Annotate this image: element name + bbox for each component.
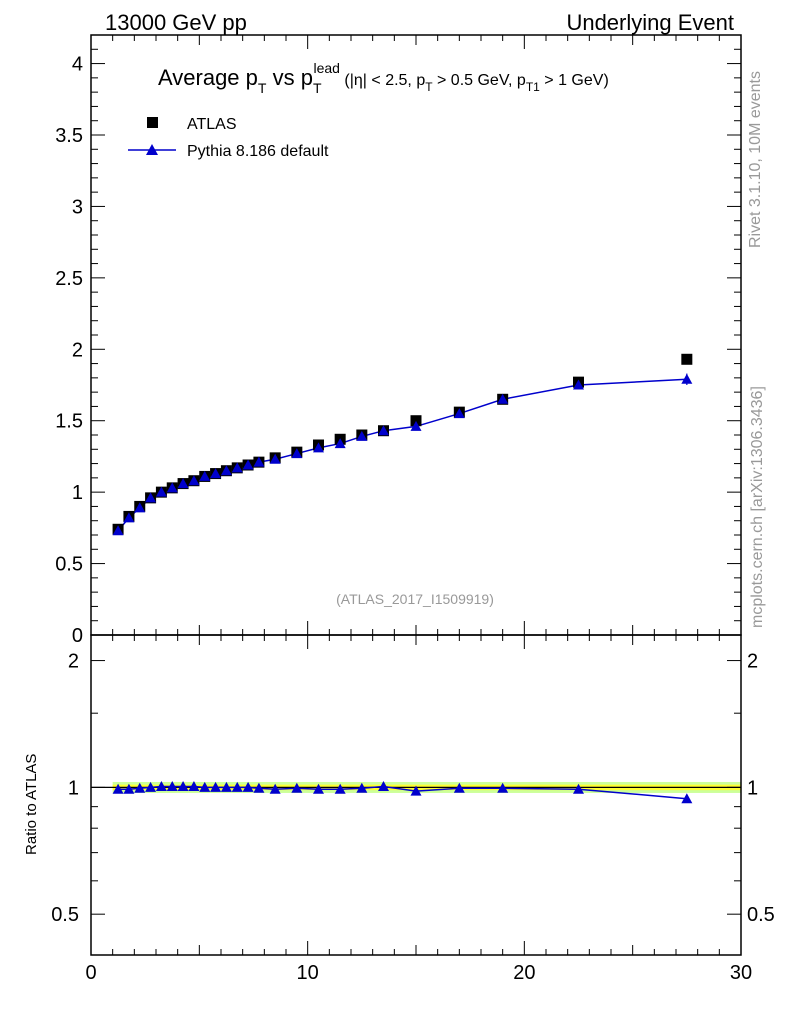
ratio-plot-frame	[90, 634, 742, 956]
pythia-point	[210, 468, 222, 479]
pythia-point	[313, 442, 324, 453]
y-tick-label: 4	[72, 54, 83, 76]
y-tick-label: 2	[72, 339, 83, 361]
ratio-point	[334, 783, 346, 794]
ratio-tick-label-right: 0.5	[747, 904, 775, 926]
legend-label-pythia: Pythia 8.186 default	[187, 143, 329, 160]
pythia-point	[177, 478, 189, 489]
data-marks	[112, 353, 693, 804]
x-tick-label: 20	[513, 962, 535, 984]
pythia-point	[155, 486, 167, 497]
plot-title: Average pT vs pTlead (|η| < 2.5, pT > 0.…	[158, 60, 609, 96]
axes-ticks	[90, 34, 742, 956]
ratio-point	[410, 785, 422, 796]
pythia-line	[117, 378, 687, 532]
ratio-point	[453, 782, 465, 793]
y-tick-label: 1.5	[55, 411, 83, 433]
pythia-point	[410, 420, 422, 431]
legend-label-atlas: ATLAS	[187, 116, 237, 133]
analysis-watermark: (ATLAS_2017_I1509919)	[336, 591, 494, 607]
pythia-point	[291, 448, 303, 459]
ratio-point	[112, 783, 124, 794]
atlas-point	[681, 353, 693, 365]
ratio-point	[356, 782, 368, 793]
ratio-point	[134, 782, 146, 793]
ratio-point	[253, 782, 265, 793]
pythia-point	[123, 512, 135, 523]
ratio-point	[269, 783, 281, 794]
ratio-tick-label-left: 2	[68, 651, 79, 673]
ratio-point	[573, 783, 584, 794]
ratio-point	[145, 781, 157, 792]
pythia-point	[134, 502, 146, 513]
ratio-point	[155, 780, 167, 791]
y-tick-label: 2.5	[55, 268, 83, 290]
ratio-point	[231, 781, 243, 792]
ratio-point	[291, 782, 303, 793]
ratio-point	[166, 780, 178, 791]
pythia-point	[334, 438, 346, 449]
rivet-label: Rivet 3.1.10, 10M events	[747, 71, 764, 248]
y-tick-label: 3	[72, 196, 83, 218]
ratio-point	[220, 781, 232, 792]
atlas-point	[410, 415, 422, 427]
ratio-point	[177, 780, 189, 791]
pythia-point	[199, 470, 211, 481]
x-tick-label: 0	[85, 962, 96, 984]
ratio-point	[210, 781, 222, 792]
pythia-point	[573, 379, 584, 390]
ratio-point	[199, 781, 211, 792]
ratio-point	[123, 783, 135, 794]
tick-labels: 0 10 20 30 0 0.5 1 1.5 2 2.5 3 3.5 4 0.5 0.5 1 1 2 2	[51, 54, 775, 984]
pythia-point	[145, 492, 157, 503]
pythia-point	[497, 393, 509, 404]
ratio-point	[188, 780, 200, 791]
y-tick-label: 0.5	[55, 554, 83, 576]
pythia-point	[253, 456, 265, 467]
legend-marker-pythia	[146, 144, 158, 155]
x-tick-label: 30	[730, 962, 752, 984]
legend-marker-atlas	[147, 117, 158, 128]
ratio-tick-label-right: 1	[747, 777, 758, 799]
ratio-point	[378, 780, 389, 791]
pythia-point	[188, 475, 200, 486]
ratio-tick-label-right: 2	[747, 651, 758, 673]
pythia-point	[269, 453, 281, 464]
pythia-point	[242, 459, 254, 470]
pythia-point	[453, 408, 465, 419]
ratio-point	[681, 793, 693, 804]
ratio-tick-label-left: 1	[68, 777, 79, 799]
pythia-point	[356, 430, 368, 441]
y-tick-label: 0	[72, 625, 83, 647]
ratio-point	[497, 782, 509, 793]
pythia-point	[378, 425, 389, 436]
pythia-point	[231, 462, 243, 473]
pythia-point	[166, 482, 178, 493]
ratio-point	[242, 781, 254, 792]
ratio-point	[313, 783, 324, 794]
pythia-point	[112, 525, 124, 536]
header-left: 13000 GeV pp	[105, 10, 247, 35]
ratio-tick-label-left: 0.5	[51, 904, 79, 926]
ratio-ylabel: Ratio to ATLAS	[23, 754, 40, 855]
y-tick-label: 1	[72, 482, 83, 504]
pythia-point	[220, 465, 232, 476]
header-right: Underlying Event	[566, 10, 734, 35]
x-tick-label: 10	[297, 962, 319, 984]
mcplots-label: mcplots.cern.ch [arXiv:1306.3436]	[749, 386, 766, 628]
y-tick-label: 3.5	[55, 125, 83, 147]
